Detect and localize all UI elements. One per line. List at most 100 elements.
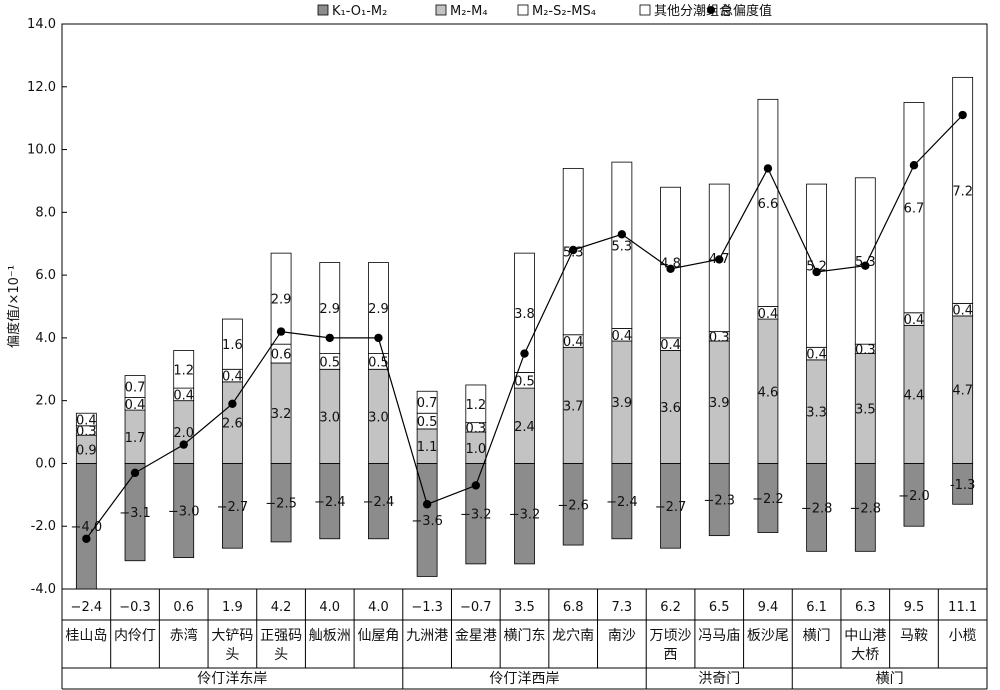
label-other: 7.2 bbox=[952, 184, 973, 199]
bar-other bbox=[757, 98, 779, 307]
category-label: 小榄 bbox=[949, 628, 977, 644]
y-tick-label: 10.0 bbox=[27, 143, 56, 158]
label-m2m4: 2.0 bbox=[173, 426, 194, 441]
label-k1o1m2: −2.8 bbox=[850, 501, 882, 516]
label-k1o1m2: −2.3 bbox=[703, 494, 735, 509]
label-k1o1m2: −2.4 bbox=[314, 495, 346, 510]
total-point bbox=[520, 349, 529, 358]
total-value-label: −1.3 bbox=[411, 600, 443, 615]
total-value-label: 9.4 bbox=[758, 600, 779, 615]
total-value-label: −0.3 bbox=[119, 600, 151, 615]
label-other: 1.6 bbox=[222, 338, 243, 353]
label-m2s2ms4: 0.5 bbox=[368, 355, 389, 370]
total-value-label: 4.2 bbox=[271, 600, 292, 615]
bar-other bbox=[124, 375, 146, 398]
legend-label: K₁-O₁-M₂ bbox=[332, 4, 387, 19]
label-m2s2ms4: 0.3 bbox=[76, 424, 97, 439]
category-label: 桂山岛 bbox=[65, 628, 107, 644]
label-m2s2ms4: 0.3 bbox=[465, 421, 486, 436]
y-tick-label: 8.0 bbox=[35, 205, 56, 220]
label-k1o1m2: −3.2 bbox=[509, 508, 541, 523]
total-point bbox=[325, 333, 334, 343]
label-other: 0.4 bbox=[76, 414, 97, 429]
label-m2m4: 3.0 bbox=[319, 410, 340, 425]
category-label: 横门东 bbox=[504, 628, 546, 644]
label-m2s2ms4: 0.4 bbox=[173, 388, 194, 403]
label-m2s2ms4: 0.4 bbox=[612, 329, 633, 344]
category-label: 冯马庙 bbox=[698, 628, 740, 644]
label-k1o1m2: −2.7 bbox=[217, 500, 249, 515]
label-m2m4: 3.7 bbox=[563, 399, 584, 414]
total-point bbox=[666, 264, 675, 274]
y-tick-label: -4.0 bbox=[31, 582, 56, 597]
label-m2s2ms4: 0.6 bbox=[271, 348, 292, 363]
legend-swatch bbox=[435, 4, 447, 16]
label-m2m4: 1.1 bbox=[417, 440, 438, 455]
total-value-label: −2.4 bbox=[71, 600, 103, 615]
category-label: 马鞍 bbox=[900, 628, 928, 644]
total-value-label: 4.0 bbox=[319, 600, 340, 615]
category-label: 九洲港 bbox=[406, 628, 448, 644]
label-m2m4: 0.9 bbox=[76, 443, 97, 458]
label-other: 0.7 bbox=[417, 396, 438, 411]
total-value-label: 11.1 bbox=[948, 600, 977, 615]
y-tick-label: 6.0 bbox=[35, 268, 56, 283]
legend-swatch bbox=[317, 4, 329, 16]
label-k1o1m2: −2.0 bbox=[898, 489, 930, 504]
label-m2m4: 1.7 bbox=[125, 431, 146, 446]
y-tick-label: 4.0 bbox=[35, 331, 56, 346]
y-axis-label: 偏度值/×10⁻¹ bbox=[6, 265, 22, 348]
label-k1o1m2: −2.4 bbox=[606, 495, 638, 510]
bar-other bbox=[416, 390, 438, 414]
legend-swatch bbox=[517, 4, 529, 16]
group-label: 伶仃洋西岸 bbox=[490, 671, 560, 687]
label-k1o1m2: -1.3 bbox=[950, 478, 975, 493]
label-m2s2ms4: 0.4 bbox=[806, 348, 827, 363]
label-k1o1m2: −4.0 bbox=[71, 520, 103, 535]
label-m2m4: 3.3 bbox=[806, 406, 827, 421]
total-value-label: 4.0 bbox=[368, 600, 389, 615]
total-value-label: 6.8 bbox=[563, 600, 584, 615]
total-point bbox=[228, 399, 237, 409]
total-point bbox=[471, 481, 481, 490]
label-m2s2ms4: 0.3 bbox=[709, 330, 730, 345]
label-other: 3.8 bbox=[514, 307, 535, 322]
total-value-label: 6.5 bbox=[709, 600, 730, 615]
category-label: 大铲码 bbox=[211, 628, 253, 644]
total-value-label: 6.1 bbox=[806, 600, 827, 615]
group-label: 伶仃洋东岸 bbox=[197, 671, 267, 687]
bar-other bbox=[903, 102, 925, 314]
category-label: 西 bbox=[664, 647, 678, 663]
total-value-label: 7.3 bbox=[612, 600, 633, 615]
bar-other bbox=[319, 262, 341, 354]
category-label: 板沙尾 bbox=[747, 628, 789, 644]
label-other: 0.7 bbox=[125, 381, 146, 396]
y-tick-label: 12.0 bbox=[27, 80, 56, 95]
label-m2s2ms4: 0.4 bbox=[660, 338, 681, 353]
label-m2m4: 1.0 bbox=[465, 442, 486, 457]
label-m2s2ms4: 0.4 bbox=[222, 370, 243, 385]
category-label: 龙穴南 bbox=[552, 628, 594, 644]
y-tick-label: 0.0 bbox=[35, 456, 56, 471]
total-value-label: 6.3 bbox=[855, 600, 876, 615]
label-k1o1m2: −3.0 bbox=[168, 505, 200, 520]
label-m2s2ms4: 0.4 bbox=[758, 307, 779, 322]
total-point bbox=[909, 161, 919, 170]
total-point bbox=[861, 261, 870, 270]
bar-other bbox=[270, 252, 292, 345]
legend-label: 总偏度值 bbox=[720, 3, 772, 19]
label-k1o1m2: −2.6 bbox=[557, 498, 589, 513]
total-value-label: 6.2 bbox=[660, 600, 681, 615]
category-label: 头 bbox=[225, 647, 239, 663]
category-label: 仙屋角 bbox=[357, 628, 399, 644]
label-other: 2.9 bbox=[271, 293, 292, 308]
bar-other bbox=[660, 186, 681, 339]
total-point bbox=[179, 440, 188, 449]
label-k1o1m2: −3.1 bbox=[119, 506, 151, 521]
total-point bbox=[715, 255, 724, 264]
bar-other bbox=[368, 262, 389, 354]
category-label: 正强码 bbox=[260, 628, 302, 644]
label-m2m4: 3.2 bbox=[271, 407, 292, 422]
category-label: 赤湾 bbox=[170, 627, 198, 644]
